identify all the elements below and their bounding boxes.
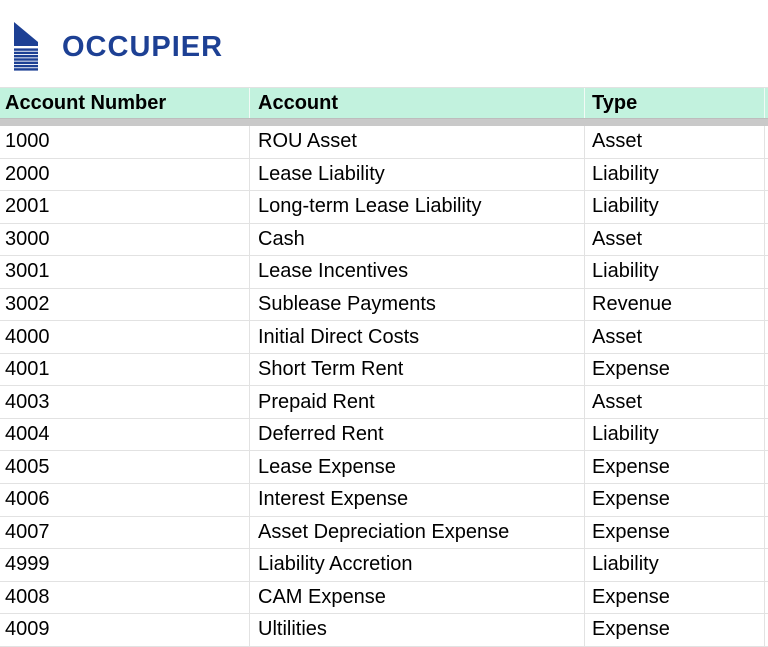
brand-wordmark: OCCUPIER — [62, 31, 224, 63]
cell-account-number[interactable]: 4999 — [0, 549, 250, 581]
cell-account-number[interactable]: 3001 — [0, 256, 250, 288]
cell-account[interactable]: Long-term Lease Liability — [250, 191, 585, 223]
cell-account-number[interactable]: 2000 — [0, 158, 250, 191]
cell-type[interactable]: Revenue — [585, 288, 765, 321]
cell-account[interactable]: ROU Asset — [250, 126, 585, 158]
cell-type[interactable]: Expense — [585, 353, 765, 386]
table-header-row: Account Number Account Type — [0, 88, 768, 118]
cell-account-number[interactable]: 3000 — [0, 223, 250, 256]
cell-type[interactable]: Asset — [585, 321, 765, 353]
cell-type[interactable]: Asset — [585, 386, 765, 418]
cell-account-number[interactable]: 4003 — [0, 386, 250, 418]
table-row: 4001 Short Term Rent Expense — [0, 353, 768, 387]
frozen-row-shadow — [0, 118, 768, 126]
column-header-account-number[interactable]: Account Number — [0, 88, 250, 118]
cell-type[interactable]: Asset — [585, 126, 765, 158]
cell-account[interactable]: Asset Depreciation Expense — [250, 516, 585, 549]
column-header-type[interactable]: Type — [585, 88, 765, 118]
cell-account[interactable]: Liability Accretion — [250, 549, 585, 581]
table-row: 4005 Lease Expense Expense — [0, 451, 768, 485]
cell-type[interactable]: Liability — [585, 418, 765, 451]
table-row: 4007 Asset Depreciation Expense Expense — [0, 516, 768, 550]
cell-type[interactable]: Expense — [585, 581, 765, 614]
cell-account[interactable]: Initial Direct Costs — [250, 321, 585, 353]
table-row: 2001 Long-term Lease Liability Liability — [0, 191, 768, 224]
cell-account-number[interactable]: 4000 — [0, 321, 250, 353]
column-header-account[interactable]: Account — [250, 88, 585, 118]
table-row: 4009 Ultilities Expense — [0, 614, 768, 647]
table-row: 2000 Lease Liability Liability — [0, 158, 768, 192]
table-row: 4000 Initial Direct Costs Asset — [0, 321, 768, 354]
table-body: 1000 ROU Asset Asset 2000 Lease Liabilit… — [0, 126, 768, 647]
cell-account[interactable]: Prepaid Rent — [250, 386, 585, 418]
table-row: 4004 Deferred Rent Liability — [0, 418, 768, 452]
cell-type[interactable]: Expense — [585, 516, 765, 549]
occupier-logo-icon — [14, 22, 38, 71]
cell-account-number[interactable]: 4005 — [0, 451, 250, 484]
table-row: 3001 Lease Incentives Liability — [0, 256, 768, 289]
cell-account[interactable]: Lease Expense — [250, 451, 585, 484]
logo-bar: OCCUPIER — [0, 0, 768, 88]
cell-account[interactable]: CAM Expense — [250, 581, 585, 614]
cell-account[interactable]: Sublease Payments — [250, 288, 585, 321]
table-row: 4008 CAM Expense Expense — [0, 581, 768, 615]
table-row: 1000 ROU Asset Asset — [0, 126, 768, 159]
table-row: 3002 Sublease Payments Revenue — [0, 288, 768, 322]
cell-type[interactable]: Expense — [585, 451, 765, 484]
cell-type[interactable]: Expense — [585, 484, 765, 516]
cell-account[interactable]: Interest Expense — [250, 484, 585, 516]
cell-account-number[interactable]: 4007 — [0, 516, 250, 549]
cell-type[interactable]: Expense — [585, 614, 765, 646]
table-row: 4003 Prepaid Rent Asset — [0, 386, 768, 419]
cell-type[interactable]: Liability — [585, 191, 765, 223]
table-row: 4006 Interest Expense Expense — [0, 484, 768, 517]
cell-account-number[interactable]: 4001 — [0, 353, 250, 386]
cell-account[interactable]: Lease Liability — [250, 158, 585, 191]
cell-account-number[interactable]: 2001 — [0, 191, 250, 223]
cell-type[interactable]: Asset — [585, 223, 765, 256]
cell-account[interactable]: Cash — [250, 223, 585, 256]
cell-type[interactable]: Liability — [585, 256, 765, 288]
table-row: 4999 Liability Accretion Liability — [0, 549, 768, 582]
cell-account-number[interactable]: 1000 — [0, 126, 250, 158]
cell-account-number[interactable]: 4009 — [0, 614, 250, 646]
cell-account[interactable]: Lease Incentives — [250, 256, 585, 288]
cell-account-number[interactable]: 4006 — [0, 484, 250, 516]
cell-account-number[interactable]: 3002 — [0, 288, 250, 321]
cell-type[interactable]: Liability — [585, 158, 765, 191]
cell-account-number[interactable]: 4004 — [0, 418, 250, 451]
cell-account[interactable]: Ultilities — [250, 614, 585, 646]
table-row: 3000 Cash Asset — [0, 223, 768, 257]
cell-account[interactable]: Deferred Rent — [250, 418, 585, 451]
cell-account-number[interactable]: 4008 — [0, 581, 250, 614]
cell-account[interactable]: Short Term Rent — [250, 353, 585, 386]
cell-type[interactable]: Liability — [585, 549, 765, 581]
